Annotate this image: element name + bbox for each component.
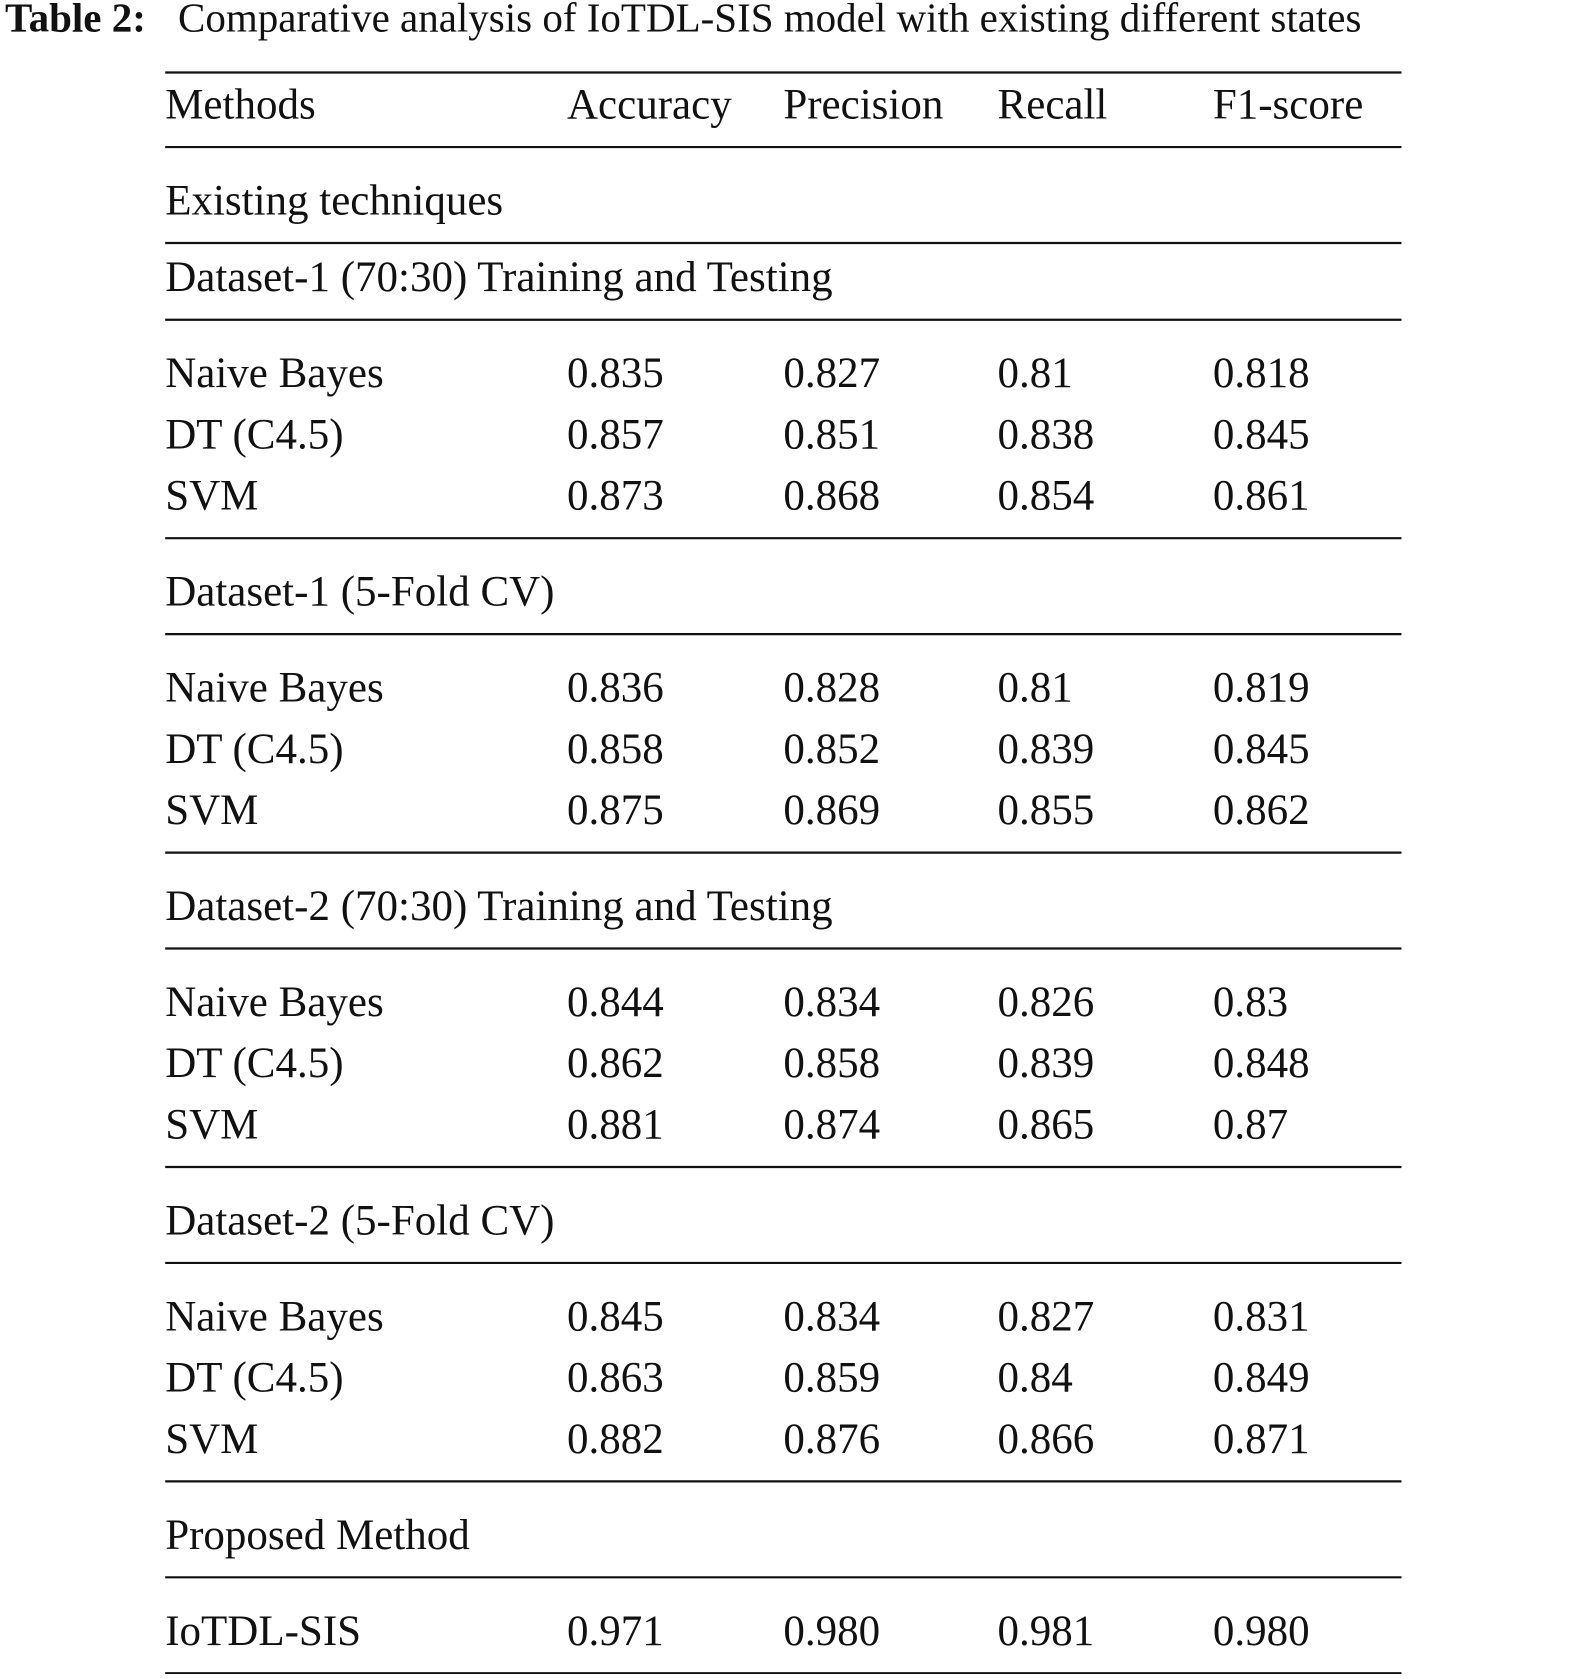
- metric-value: 0.857: [567, 411, 664, 458]
- metric-value: 0.858: [567, 726, 664, 773]
- metric-value: 0.980: [1213, 1608, 1310, 1655]
- metric-value: 0.849: [1213, 1355, 1310, 1402]
- metric-value: 0.819: [1213, 665, 1310, 712]
- metric-value: 0.855: [998, 787, 1095, 834]
- metric-value: 0.862: [567, 1040, 664, 1087]
- metric-value: 0.834: [783, 979, 880, 1026]
- metric-value: 0.836: [567, 665, 664, 712]
- section-title: Dataset-1 (70:30) Training and Testing: [165, 254, 832, 301]
- metric-value: 0.827: [998, 1293, 1095, 1340]
- metric-value: 0.858: [783, 1040, 880, 1087]
- method-name: DT (C4.5): [165, 1355, 343, 1402]
- metric-value: 0.839: [998, 1040, 1095, 1087]
- metric-value: 0.875: [567, 787, 664, 834]
- column-header: Accuracy: [567, 82, 732, 129]
- method-name: IoTDL-SIS: [165, 1608, 361, 1655]
- metric-value: 0.863: [567, 1355, 664, 1402]
- metric-value: 0.862: [1213, 787, 1310, 834]
- metric-value: 0.83: [1213, 979, 1288, 1026]
- metric-value: 0.865: [998, 1102, 1095, 1149]
- method-name: SVM: [165, 1102, 258, 1149]
- metric-value: 0.831: [1213, 1293, 1310, 1340]
- section-title: Proposed Method: [165, 1512, 470, 1559]
- metric-value: 0.861: [1213, 473, 1310, 520]
- metric-value: 0.871: [1213, 1416, 1310, 1463]
- metric-value: 0.839: [998, 726, 1095, 773]
- metric-value: 0.845: [1213, 726, 1310, 773]
- method-name: Naive Bayes: [165, 665, 384, 712]
- method-name: DT (C4.5): [165, 1040, 343, 1087]
- column-header: Methods: [165, 82, 316, 129]
- metric-value: 0.881: [567, 1102, 664, 1149]
- metric-value: 0.980: [783, 1608, 880, 1655]
- metric-value: 0.844: [567, 979, 664, 1026]
- metric-value: 0.854: [998, 473, 1095, 520]
- method-name: SVM: [165, 1416, 258, 1463]
- section-title: Existing techniques: [165, 178, 503, 225]
- method-name: DT (C4.5): [165, 726, 343, 773]
- metric-value: 0.851: [783, 411, 880, 458]
- metric-value: 0.848: [1213, 1040, 1310, 1087]
- metric-value: 0.866: [998, 1416, 1095, 1463]
- metric-value: 0.859: [783, 1355, 880, 1402]
- column-header: Recall: [998, 82, 1108, 129]
- metric-value: 0.845: [1213, 411, 1310, 458]
- metric-value: 0.971: [567, 1608, 664, 1655]
- metric-value: 0.87: [1213, 1102, 1288, 1149]
- method-name: Naive Bayes: [165, 1293, 384, 1340]
- method-name: Naive Bayes: [165, 350, 384, 397]
- column-header: F1-score: [1213, 82, 1363, 129]
- metric-value: 0.876: [783, 1416, 880, 1463]
- metric-value: 0.845: [567, 1293, 664, 1340]
- metric-value: 0.835: [567, 350, 664, 397]
- metric-value: 0.826: [998, 979, 1095, 1026]
- metric-value: 0.81: [998, 350, 1073, 397]
- metric-value: 0.84: [998, 1355, 1073, 1402]
- caption-label: Table 2:: [5, 0, 146, 40]
- metric-value: 0.834: [783, 1293, 880, 1340]
- metric-value: 0.827: [783, 350, 880, 397]
- method-name: Naive Bayes: [165, 979, 384, 1026]
- method-name: SVM: [165, 473, 258, 520]
- metric-value: 0.828: [783, 665, 880, 712]
- section-title: Dataset-1 (5-Fold CV): [165, 569, 554, 616]
- metric-value: 0.81: [998, 665, 1073, 712]
- metric-value: 0.838: [998, 411, 1095, 458]
- section-title: Dataset-2 (5-Fold CV): [165, 1197, 554, 1244]
- column-header: Precision: [783, 82, 943, 129]
- method-name: DT (C4.5): [165, 411, 343, 458]
- metric-value: 0.981: [998, 1608, 1095, 1655]
- metric-value: 0.874: [783, 1102, 880, 1149]
- section-title: Dataset-2 (70:30) Training and Testing: [165, 883, 832, 930]
- metric-value: 0.868: [783, 473, 880, 520]
- metric-value: 0.852: [783, 726, 880, 773]
- metric-value: 0.869: [783, 787, 880, 834]
- metric-value: 0.882: [567, 1416, 664, 1463]
- caption-text: Comparative analysis of IoTDL-SIS model …: [178, 0, 1361, 40]
- metric-value: 0.818: [1213, 350, 1310, 397]
- method-name: SVM: [165, 787, 258, 834]
- metric-value: 0.873: [567, 473, 664, 520]
